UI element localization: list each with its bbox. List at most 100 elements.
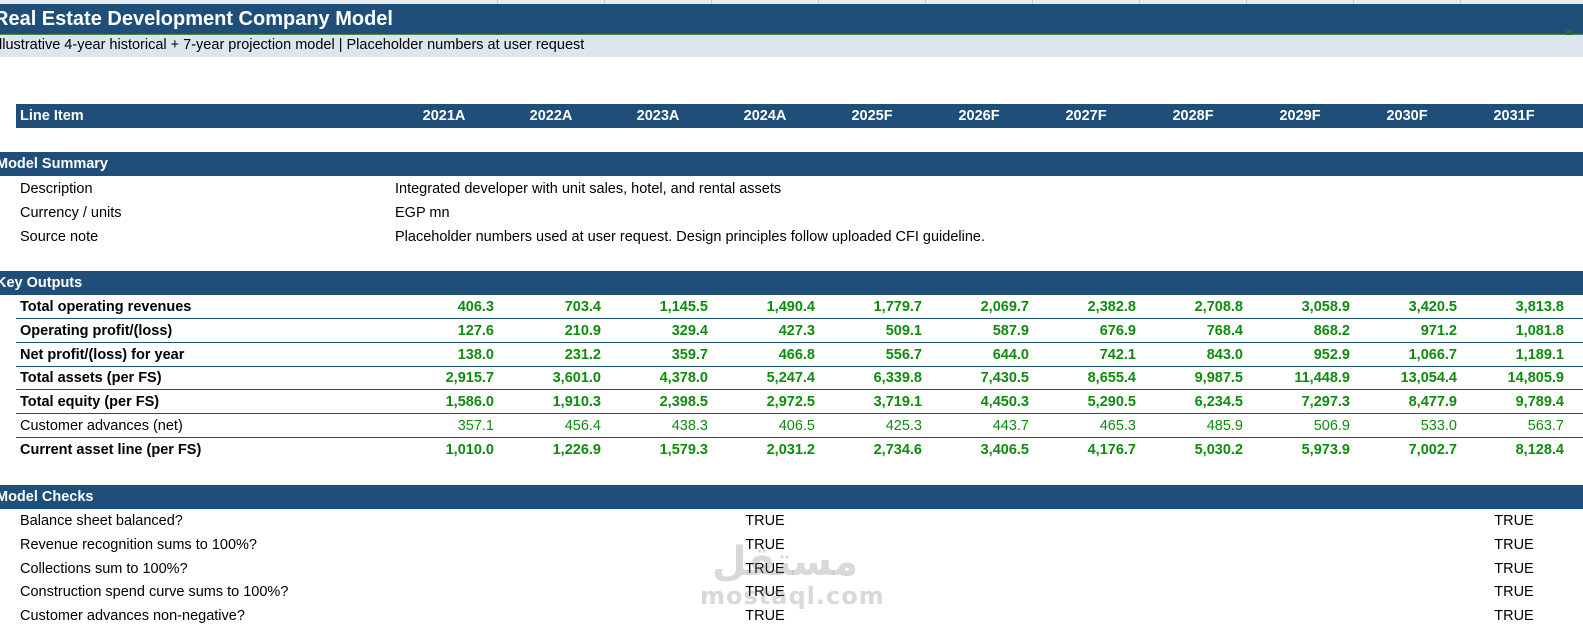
value-cell[interactable]: 1,145.5 — [659, 299, 708, 315]
value-cell[interactable]: 3,601.0 — [552, 370, 601, 387]
value-cell[interactable]: 3,058.9 — [1301, 299, 1350, 315]
value-cell[interactable]: 2,915.7 — [445, 370, 494, 387]
value-cell[interactable]: 4,378.0 — [659, 370, 708, 387]
value-cell[interactable]: 456.4 — [564, 418, 601, 434]
value-cell[interactable]: 5,030.2 — [1194, 441, 1243, 458]
value-cell[interactable]: 2,734.6 — [873, 441, 922, 458]
value-cell[interactable]: 2,708.8 — [1194, 299, 1243, 315]
value-cell[interactable]: 427.3 — [778, 322, 815, 339]
value-cell[interactable]: 7,430.5 — [980, 370, 1029, 387]
value-cell[interactable]: 1,586.0 — [445, 394, 494, 411]
value-cell[interactable]: 485.9 — [1206, 418, 1243, 434]
value-cell[interactable]: 703.4 — [564, 299, 601, 315]
value-cell[interactable]: 5,247.4 — [766, 370, 815, 387]
value-cell[interactable]: 210.9 — [564, 322, 601, 339]
value-cell[interactable]: 4,450.3 — [980, 394, 1029, 411]
check-row[interactable]: Revenue recognition sums to 100%? TRUE TRU… — [16, 533, 1583, 557]
check-row[interactable]: Collections sum to 100%? TRUE TRUE — [16, 557, 1583, 581]
value-cell[interactable]: 1,189.1 — [1515, 346, 1564, 363]
value-cell[interactable]: 138.0 — [457, 346, 494, 363]
check-result-2024[interactable]: TRUE — [745, 513, 785, 529]
check-result-2024[interactable]: TRUE — [745, 560, 785, 577]
value-cell[interactable]: 406.5 — [778, 418, 815, 434]
value-cell[interactable]: 2,031.2 — [766, 441, 815, 458]
value-cell[interactable]: 676.9 — [1099, 322, 1136, 339]
value-cell[interactable]: 563.7 — [1527, 418, 1564, 434]
value-cell[interactable]: 231.2 — [564, 346, 601, 363]
table-row[interactable]: Net profit/(loss) for year 138.0 231.2 359.… — [16, 344, 1583, 367]
value-cell[interactable]: 587.9 — [992, 322, 1029, 339]
value-cell[interactable]: 6,234.5 — [1194, 394, 1243, 411]
check-result-2024[interactable]: TRUE — [745, 608, 785, 625]
check-row[interactable]: Customer advances non-negative? TRUE TRUE — [16, 604, 1583, 628]
value-cell[interactable]: 127.6 — [457, 322, 494, 339]
column-header-row[interactable]: Line Item 2021A 2022A 2023A 2024A 2025F 2026F… — [16, 104, 1583, 128]
value-cell[interactable]: 1,226.9 — [552, 441, 601, 458]
value-cell[interactable]: 868.2 — [1313, 322, 1350, 339]
value-cell[interactable]: 8,655.4 — [1087, 370, 1136, 387]
value-cell[interactable]: 1,010.0 — [445, 441, 494, 458]
value-cell[interactable]: 359.7 — [671, 346, 708, 363]
value-cell[interactable]: 1,779.7 — [873, 299, 922, 315]
value-cell[interactable]: 329.4 — [671, 322, 708, 339]
section-model-summary[interactable]: Model Summary — [0, 152, 1583, 176]
summary-row[interactable]: Currency / units EGP mn — [16, 201, 1583, 225]
value-cell[interactable]: 1,066.7 — [1408, 346, 1457, 363]
summary-row[interactable]: Source note Placeholder numbers used at u… — [16, 225, 1583, 249]
value-cell[interactable]: 4,176.7 — [1087, 441, 1136, 458]
value-cell[interactable]: 9,987.5 — [1194, 370, 1243, 387]
value-cell[interactable]: 5,290.5 — [1087, 394, 1136, 411]
check-result-2031[interactable]: TRUE — [1494, 560, 1534, 577]
selection-fill-handle[interactable] — [1566, 30, 1572, 36]
value-cell[interactable]: 406.3 — [457, 299, 494, 315]
value-cell[interactable]: 971.2 — [1420, 322, 1457, 339]
check-result-2024[interactable]: TRUE — [745, 584, 785, 601]
value-cell[interactable]: 466.8 — [778, 346, 815, 363]
value-cell[interactable]: 742.1 — [1099, 346, 1136, 363]
value-cell[interactable]: 506.9 — [1313, 418, 1350, 434]
table-row[interactable]: Current asset line (per FS) 1,010.0 1,226.… — [16, 439, 1583, 461]
value-cell[interactable]: 2,972.5 — [766, 394, 815, 411]
value-cell[interactable]: 2,069.7 — [980, 299, 1029, 315]
value-cell[interactable]: 2,398.5 — [659, 394, 708, 411]
value-cell[interactable]: 11,448.9 — [1294, 370, 1350, 387]
subtitle-row[interactable]: Illustrative 4-year historical + 7-year … — [0, 35, 1583, 57]
value-cell[interactable]: 1,910.3 — [552, 394, 601, 411]
value-cell[interactable]: 1,081.8 — [1515, 322, 1564, 339]
check-row[interactable]: Balance sheet balanced? TRUE TRUE — [16, 509, 1583, 533]
value-cell[interactable]: 357.1 — [457, 418, 494, 434]
check-result-2031[interactable]: TRUE — [1494, 513, 1534, 529]
value-cell[interactable]: 2,382.8 — [1087, 299, 1136, 315]
value-cell[interactable]: 14,805.9 — [1507, 370, 1564, 387]
value-cell[interactable]: 425.3 — [885, 418, 922, 434]
value-cell[interactable]: 3,406.5 — [980, 441, 1029, 458]
value-cell[interactable]: 5,973.9 — [1301, 441, 1350, 458]
table-row[interactable]: Total assets (per FS) 2,915.7 3,601.0 4,378… — [16, 367, 1583, 391]
value-cell[interactable]: 533.0 — [1420, 418, 1457, 434]
value-cell[interactable]: 13,054.4 — [1400, 370, 1457, 387]
value-cell[interactable]: 443.7 — [992, 418, 1029, 434]
summary-row[interactable]: Description Integrated developer with uni… — [16, 177, 1583, 201]
value-cell[interactable]: 3,813.8 — [1515, 299, 1564, 315]
value-cell[interactable]: 7,002.7 — [1408, 441, 1457, 458]
value-cell[interactable]: 9,789.4 — [1515, 394, 1564, 411]
table-row[interactable]: Total equity (per FS) 1,586.0 1,910.3 2,398… — [16, 391, 1583, 415]
sheet-title-row[interactable]: Real Estate Development Company Model — [0, 4, 1583, 36]
value-cell[interactable]: 843.0 — [1206, 346, 1243, 363]
section-key-outputs[interactable]: Key Outputs — [0, 271, 1583, 295]
value-cell[interactable]: 465.3 — [1099, 418, 1136, 434]
value-cell[interactable]: 768.4 — [1206, 322, 1243, 339]
value-cell[interactable]: 8,128.4 — [1515, 441, 1564, 458]
value-cell[interactable]: 1,490.4 — [766, 299, 815, 315]
value-cell[interactable]: 6,339.8 — [873, 370, 922, 387]
table-row[interactable]: Operating profit/(loss) 127.6 210.9 329.4 42… — [16, 320, 1583, 343]
table-row[interactable]: Customer advances (net) 357.1 456.4 438.3 40… — [16, 415, 1583, 438]
value-cell[interactable]: 7,297.3 — [1301, 394, 1350, 411]
section-model-checks[interactable]: Model Checks — [0, 485, 1583, 509]
value-cell[interactable]: 556.7 — [885, 346, 922, 363]
check-result-2031[interactable]: TRUE — [1494, 608, 1534, 625]
value-cell[interactable]: 8,477.9 — [1408, 394, 1457, 411]
check-result-2031[interactable]: TRUE — [1494, 584, 1534, 601]
check-result-2024[interactable]: TRUE — [745, 536, 785, 553]
value-cell[interactable]: 438.3 — [671, 418, 708, 434]
